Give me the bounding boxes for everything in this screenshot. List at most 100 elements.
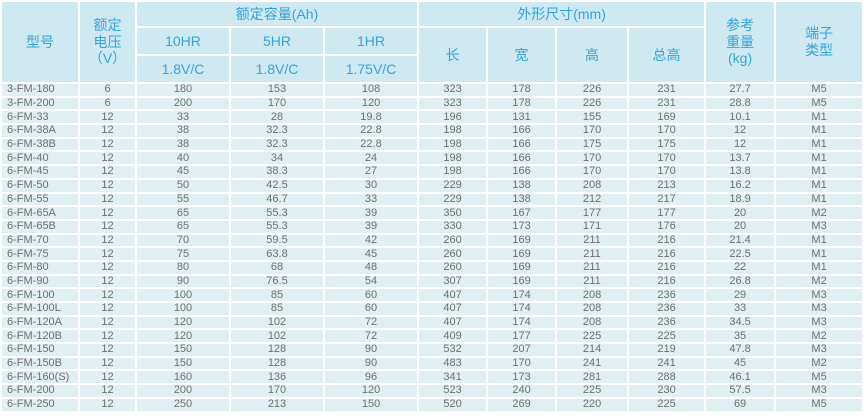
- cell-terminal: M3: [776, 303, 863, 315]
- cell-total-height: 216: [629, 248, 705, 260]
- cell-capacity-5hr: 34: [231, 152, 323, 165]
- cell-voltage: 12: [80, 344, 135, 356]
- cell-width: 269: [488, 398, 556, 411]
- cell-length: 483: [419, 357, 487, 370]
- cell-model: 6-FM-150B: [2, 357, 78, 370]
- cell-weight: 27.7: [706, 84, 775, 96]
- header-width: 宽: [488, 28, 556, 82]
- table-row: 6-FM-120B 12 120 102 72 409 177 225 225 35 M2: [2, 330, 863, 343]
- cell-model: 3-FM-200: [2, 97, 78, 110]
- cell-length: 323: [419, 84, 487, 96]
- cell-capacity-10hr: 40: [137, 152, 229, 165]
- cell-weight: 57.5: [706, 385, 775, 397]
- table-row: 6-FM-160(S) 12 160 136 96 341 173 281 288 46.1 M5: [2, 371, 863, 384]
- cell-total-height: 219: [629, 344, 705, 356]
- cell-capacity-10hr: 75: [137, 248, 229, 260]
- cell-capacity-5hr: 170: [231, 97, 323, 110]
- cell-capacity-5hr: 128: [231, 344, 323, 356]
- cell-capacity-10hr: 200: [137, 97, 229, 110]
- cell-height: 214: [557, 344, 628, 356]
- table-row: 6-FM-75 12 75 63.8 45 260 169 211 216 22.5 M1: [2, 248, 863, 260]
- cell-length: 196: [419, 111, 487, 124]
- cell-capacity-1hr: 72: [325, 316, 418, 329]
- cell-weight: 12: [706, 125, 775, 137]
- cell-capacity-1hr: 33: [325, 193, 418, 206]
- cell-model: 6-FM-120B: [2, 330, 78, 343]
- header-10hr: 10HR: [137, 28, 229, 54]
- cell-total-height: 288: [629, 371, 705, 384]
- cell-capacity-1hr: 19.8: [325, 111, 418, 124]
- cell-height: 226: [557, 84, 628, 96]
- cell-length: 407: [419, 289, 487, 301]
- cell-capacity-5hr: 46.7: [231, 193, 323, 206]
- cell-weight: 20: [706, 207, 775, 219]
- cell-weight: 12: [706, 138, 775, 151]
- cell-height: 225: [557, 330, 628, 343]
- table-row: 6-FM-40 12 40 34 24 198 166 170 170 13.7 M1: [2, 152, 863, 165]
- table-row: 6-FM-100L 12 100 85 60 407 174 208 236 33 M3: [2, 303, 863, 315]
- cell-capacity-1hr: 120: [325, 97, 418, 110]
- cell-height: 220: [557, 398, 628, 411]
- header-1hr-cutoff: 1.75V/C: [325, 56, 418, 82]
- cell-capacity-10hr: 150: [137, 357, 229, 370]
- cell-voltage: 12: [80, 316, 135, 329]
- cell-terminal: M1: [776, 179, 863, 192]
- cell-total-height: 213: [629, 179, 705, 192]
- cell-terminal: M1: [776, 152, 863, 165]
- cell-terminal: M3: [776, 316, 863, 329]
- cell-voltage: 12: [80, 166, 135, 178]
- cell-terminal: M1: [776, 261, 863, 274]
- cell-model: 6-FM-38A: [2, 125, 78, 137]
- cell-width: 169: [488, 248, 556, 260]
- header-total-height: 总高: [629, 28, 705, 82]
- cell-total-height: 241: [629, 357, 705, 370]
- cell-length: 409: [419, 330, 487, 343]
- cell-width: 178: [488, 84, 556, 96]
- header-weight: 参考 重量 (kg): [706, 2, 775, 82]
- cell-width: 177: [488, 330, 556, 343]
- cell-height: 211: [557, 234, 628, 247]
- table-row: 6-FM-150 12 150 128 90 532 207 214 219 47.8 M3: [2, 344, 863, 356]
- cell-height: 171: [557, 220, 628, 233]
- cell-width: 207: [488, 344, 556, 356]
- cell-terminal: M1: [776, 193, 863, 206]
- cell-weight: 13.7: [706, 152, 775, 165]
- table-row: 6-FM-38A 12 38 32.3 22.8 198 166 170 170 12 M1: [2, 125, 863, 137]
- cell-capacity-5hr: 42.5: [231, 179, 323, 192]
- cell-weight: 18.9: [706, 193, 775, 206]
- cell-voltage: 12: [80, 261, 135, 274]
- cell-capacity-10hr: 65: [137, 220, 229, 233]
- cell-terminal: M2: [776, 330, 863, 343]
- cell-voltage: 12: [80, 357, 135, 370]
- cell-voltage: 12: [80, 207, 135, 219]
- cell-capacity-5hr: 85: [231, 303, 323, 315]
- cell-height: 208: [557, 303, 628, 315]
- cell-width: 166: [488, 125, 556, 137]
- header-5hr-cutoff: 1.8V/C: [231, 56, 323, 82]
- header-terminal-type: 端子 类型: [776, 2, 863, 82]
- cell-terminal: M5: [776, 371, 863, 384]
- cell-capacity-5hr: 38.3: [231, 166, 323, 178]
- cell-terminal: M2: [776, 357, 863, 370]
- cell-weight: 10.1: [706, 111, 775, 124]
- cell-height: 170: [557, 166, 628, 178]
- cell-width: 174: [488, 316, 556, 329]
- cell-model: 6-FM-38B: [2, 138, 78, 151]
- cell-terminal: M2: [776, 207, 863, 219]
- cell-capacity-5hr: 102: [231, 330, 323, 343]
- cell-length: 523: [419, 385, 487, 397]
- cell-capacity-10hr: 45: [137, 166, 229, 178]
- cell-weight: 20: [706, 220, 775, 233]
- table-row: 6-FM-65A 12 65 55.3 39 350 167 177 177 20 M2: [2, 207, 863, 219]
- cell-length: 260: [419, 248, 487, 260]
- cell-width: 169: [488, 234, 556, 247]
- cell-length: 350: [419, 207, 487, 219]
- cell-total-height: 176: [629, 220, 705, 233]
- cell-height: 170: [557, 125, 628, 137]
- cell-width: 173: [488, 371, 556, 384]
- cell-terminal: M1: [776, 111, 863, 124]
- header-rated-voltage: 额定 电压 （V）: [80, 2, 135, 82]
- table-row: 6-FM-50 12 50 42.5 30 229 138 208 213 16.2 M1: [2, 179, 863, 192]
- cell-voltage: 12: [80, 303, 135, 315]
- cell-voltage: 12: [80, 275, 135, 288]
